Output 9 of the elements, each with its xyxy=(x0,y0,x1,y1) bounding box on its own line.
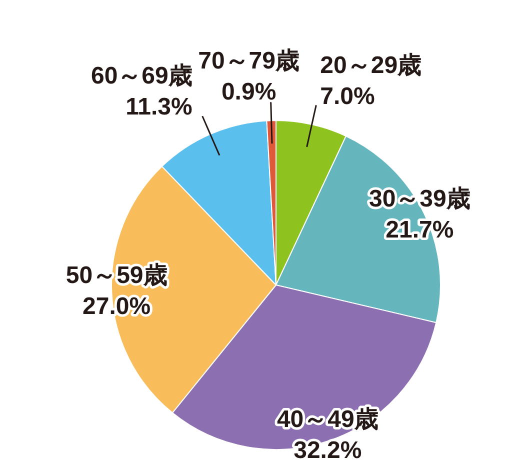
data-label: 11.3% xyxy=(126,94,192,121)
data-label: 0.9% xyxy=(221,78,276,106)
slice-label: 60～69歳 xyxy=(90,62,192,90)
slice-label: 30～39歳 xyxy=(368,186,470,213)
data-label: 7.0% xyxy=(320,82,375,110)
slice-label: 20～29歳 xyxy=(320,52,422,79)
slice-label: 50～59歳 xyxy=(66,262,168,289)
slice-label: 70～79歳 xyxy=(198,47,300,74)
data-label: 32.2% xyxy=(294,437,362,464)
